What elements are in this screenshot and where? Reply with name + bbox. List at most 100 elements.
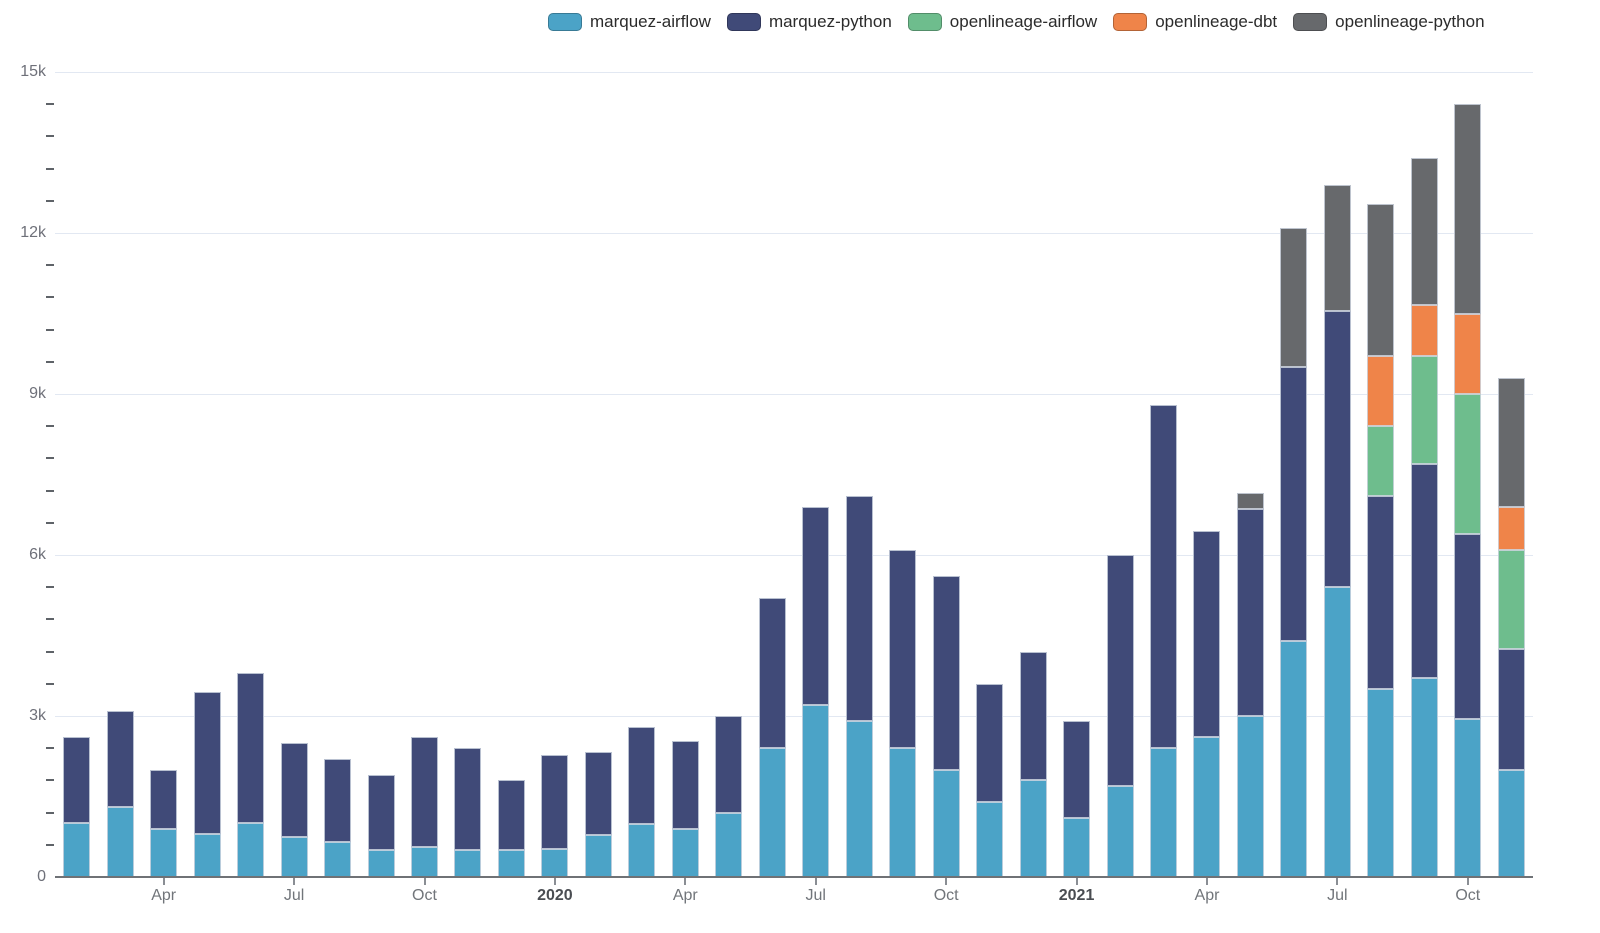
bar-segment-marquez-airflow[interactable] xyxy=(367,850,395,877)
bar-2020-04[interactable] xyxy=(671,740,699,877)
bar-2019-12[interactable] xyxy=(497,780,525,877)
bar-segment-openlineage-dbt[interactable] xyxy=(1454,313,1482,394)
legend-item-openlineage-python[interactable]: openlineage-python xyxy=(1293,12,1485,32)
bar-segment-marquez-airflow[interactable] xyxy=(802,705,830,877)
bar-2021-04[interactable] xyxy=(1193,530,1221,877)
bar-segment-marquez-airflow[interactable] xyxy=(1367,689,1395,877)
bar-2020-10[interactable] xyxy=(932,576,960,877)
bar-segment-marquez-airflow[interactable] xyxy=(411,846,438,877)
bar-2020-06[interactable] xyxy=(758,597,786,877)
bar-segment-marquez-python[interactable] xyxy=(63,737,91,824)
bar-segment-marquez-airflow[interactable] xyxy=(1106,785,1134,877)
bar-segment-marquez-airflow[interactable] xyxy=(497,850,525,877)
bar-segment-marquez-airflow[interactable] xyxy=(454,850,482,877)
bar-segment-openlineage-airflow[interactable] xyxy=(1367,426,1395,496)
bar-2020-12[interactable] xyxy=(1019,651,1047,877)
bar-segment-marquez-python[interactable] xyxy=(150,769,178,829)
bar-segment-marquez-airflow[interactable] xyxy=(1497,769,1525,877)
bar-2019-05[interactable] xyxy=(193,691,221,877)
bar-segment-marquez-python[interactable] xyxy=(1019,651,1047,781)
bar-segment-marquez-airflow[interactable] xyxy=(758,748,786,877)
bar-segment-marquez-python[interactable] xyxy=(541,754,569,849)
bar-segment-marquez-python[interactable] xyxy=(1106,555,1134,786)
bar-segment-marquez-python[interactable] xyxy=(1063,721,1091,818)
bar-segment-marquez-airflow[interactable] xyxy=(106,807,134,877)
bar-2020-11[interactable] xyxy=(976,683,1004,877)
bar-segment-marquez-airflow[interactable] xyxy=(845,721,873,877)
bar-2020-02[interactable] xyxy=(584,751,612,877)
bar-segment-openlineage-airflow[interactable] xyxy=(1454,394,1482,534)
bar-segment-marquez-airflow[interactable] xyxy=(324,842,352,877)
bar-2019-07[interactable] xyxy=(280,742,308,877)
bar-2019-11[interactable] xyxy=(454,748,482,877)
bar-segment-openlineage-python[interactable] xyxy=(1454,104,1482,314)
bar-segment-marquez-python[interactable] xyxy=(411,737,438,847)
bar-segment-marquez-python[interactable] xyxy=(758,597,786,749)
bar-segment-marquez-python[interactable] xyxy=(976,683,1004,802)
bar-2021-09[interactable] xyxy=(1410,157,1438,877)
bar-2020-08[interactable] xyxy=(845,495,873,877)
bar-segment-marquez-python[interactable] xyxy=(324,758,352,843)
bar-2019-09[interactable] xyxy=(367,775,395,877)
bar-segment-marquez-python[interactable] xyxy=(497,780,525,851)
bar-segment-openlineage-airflow[interactable] xyxy=(1410,356,1438,464)
bar-segment-marquez-python[interactable] xyxy=(1323,310,1351,588)
bar-segment-marquez-python[interactable] xyxy=(1193,530,1221,738)
bar-segment-openlineage-python[interactable] xyxy=(1323,184,1351,311)
bar-segment-marquez-python[interactable] xyxy=(1367,495,1395,690)
bar-segment-openlineage-dbt[interactable] xyxy=(1410,305,1438,357)
bar-segment-marquez-airflow[interactable] xyxy=(889,748,917,877)
bar-segment-marquez-python[interactable] xyxy=(1150,404,1177,749)
bar-segment-marquez-python[interactable] xyxy=(106,710,134,808)
bar-segment-marquez-airflow[interactable] xyxy=(1454,718,1482,877)
bar-2021-10[interactable] xyxy=(1454,104,1482,877)
bar-segment-marquez-python[interactable] xyxy=(367,775,395,851)
legend-item-openlineage-dbt[interactable]: openlineage-dbt xyxy=(1113,12,1277,32)
bar-segment-marquez-python[interactable] xyxy=(1280,367,1308,641)
bar-segment-openlineage-python[interactable] xyxy=(1410,157,1438,306)
bar-2019-06[interactable] xyxy=(237,673,265,877)
bar-2019-10[interactable] xyxy=(411,737,438,877)
bar-segment-marquez-airflow[interactable] xyxy=(280,836,308,877)
bar-2021-01[interactable] xyxy=(1063,721,1091,877)
bar-segment-marquez-python[interactable] xyxy=(628,726,656,824)
bar-segment-marquez-python[interactable] xyxy=(1236,509,1264,716)
bar-segment-marquez-airflow[interactable] xyxy=(541,848,569,877)
bar-2020-01[interactable] xyxy=(541,754,569,877)
bar-segment-marquez-airflow[interactable] xyxy=(63,823,91,877)
bar-segment-marquez-python[interactable] xyxy=(1497,648,1525,770)
bar-2021-06[interactable] xyxy=(1280,227,1308,877)
bar-segment-marquez-airflow[interactable] xyxy=(237,823,265,877)
bar-segment-openlineage-dbt[interactable] xyxy=(1497,506,1525,550)
bar-segment-marquez-airflow[interactable] xyxy=(1150,748,1177,877)
bar-segment-openlineage-dbt[interactable] xyxy=(1367,356,1395,427)
bar-2021-02[interactable] xyxy=(1106,555,1134,877)
bar-segment-marquez-python[interactable] xyxy=(280,742,308,837)
legend-item-marquez-airflow[interactable]: marquez-airflow xyxy=(548,12,711,32)
bar-segment-openlineage-python[interactable] xyxy=(1367,203,1395,357)
bar-segment-marquez-python[interactable] xyxy=(932,576,960,770)
bar-2021-07[interactable] xyxy=(1323,184,1351,877)
bar-segment-marquez-python[interactable] xyxy=(671,740,699,829)
bar-segment-openlineage-python[interactable] xyxy=(1236,493,1264,510)
bar-2019-04[interactable] xyxy=(150,769,178,877)
bar-segment-marquez-airflow[interactable] xyxy=(1019,780,1047,877)
bar-2019-02[interactable] xyxy=(63,737,91,877)
bar-segment-marquez-airflow[interactable] xyxy=(1063,817,1091,877)
bar-2020-07[interactable] xyxy=(802,506,830,877)
bar-segment-openlineage-airflow[interactable] xyxy=(1497,549,1525,649)
bar-segment-marquez-airflow[interactable] xyxy=(584,835,612,877)
bar-2021-05[interactable] xyxy=(1236,493,1264,877)
bar-2021-03[interactable] xyxy=(1150,404,1177,877)
bar-segment-marquez-python[interactable] xyxy=(715,716,743,813)
bar-segment-marquez-airflow[interactable] xyxy=(193,834,221,877)
bar-segment-marquez-python[interactable] xyxy=(802,506,830,706)
bar-2021-11[interactable] xyxy=(1497,377,1525,877)
bar-segment-marquez-python[interactable] xyxy=(1410,463,1438,679)
bar-segment-marquez-airflow[interactable] xyxy=(1193,737,1221,877)
bar-segment-marquez-python[interactable] xyxy=(584,751,612,836)
bar-2020-03[interactable] xyxy=(628,726,656,877)
bar-segment-marquez-airflow[interactable] xyxy=(671,828,699,877)
legend-item-openlineage-airflow[interactable]: openlineage-airflow xyxy=(907,12,1097,32)
bar-segment-marquez-airflow[interactable] xyxy=(1410,678,1438,877)
